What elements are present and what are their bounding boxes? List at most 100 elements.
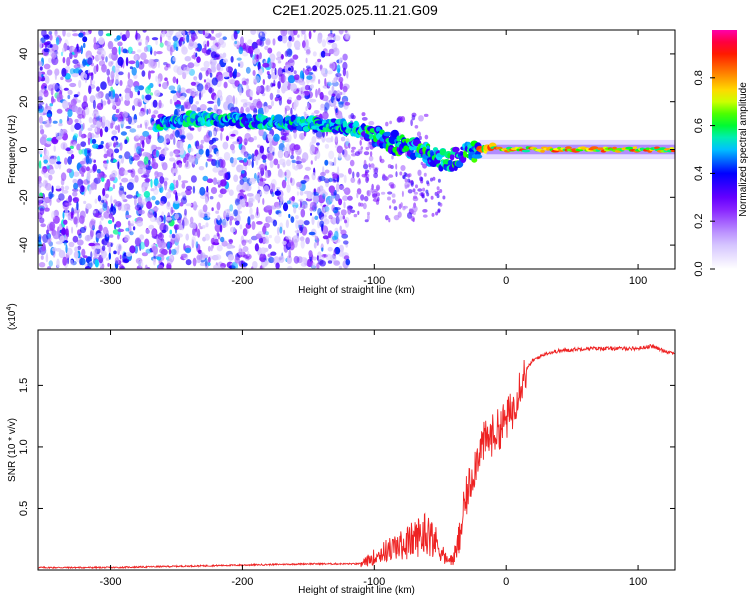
spectrogram-cell <box>277 60 282 64</box>
spectrogram-cell <box>344 219 347 224</box>
spectrogram-cell <box>173 172 176 176</box>
x-tick-label: -300 <box>100 275 122 287</box>
spectrogram-cell <box>185 160 189 168</box>
spectrogram-cell <box>41 74 44 78</box>
spectrogram-cell <box>73 251 79 259</box>
spectrogram-cell <box>214 238 219 244</box>
spectrogram-cell <box>261 154 267 160</box>
spectrogram-cell <box>258 237 264 244</box>
spectrogram-cell <box>88 158 93 165</box>
spectrogram-cell <box>436 190 440 195</box>
spectrogram-cell <box>177 192 181 197</box>
spectrogram-cell <box>333 207 341 211</box>
spectrogram-cell <box>247 159 252 166</box>
spectrogram-cell <box>437 178 441 183</box>
plot-frame <box>37 329 676 571</box>
spectrogram-cell <box>242 262 248 268</box>
spectrogram-cell <box>246 193 254 197</box>
spectrogram-cell <box>239 165 247 170</box>
spectrogram-cell <box>281 240 287 245</box>
spectrogram-cell <box>324 102 330 111</box>
spectrogram-cell <box>62 56 66 64</box>
spectrogram-cell <box>92 116 98 126</box>
y-axis-label: SNR (10 * v/v) <box>7 418 18 482</box>
spectrogram-cell <box>76 211 80 221</box>
spectrogram-cell <box>72 196 80 204</box>
spectrogram-cell <box>102 188 106 197</box>
ridge-cell <box>473 154 483 159</box>
spectrogram-cell <box>385 175 388 181</box>
spectrogram-cell <box>395 171 398 178</box>
spectrogram-cell <box>212 166 220 173</box>
spectrogram-cell <box>350 177 356 184</box>
spectrogram-cell <box>164 65 169 71</box>
spectrogram-cell <box>270 59 275 63</box>
spectrogram-cell <box>73 182 79 190</box>
spectrogram-cell <box>267 133 273 143</box>
spectrogram-cell <box>299 87 305 91</box>
spectrogram-cell <box>85 203 92 210</box>
spectrogram-cell <box>287 75 296 84</box>
spectrogram-cell <box>402 206 406 211</box>
spectrogram-cell <box>291 147 294 156</box>
spectrogram-cell <box>230 56 234 63</box>
spectrogram-cell <box>135 134 141 139</box>
spectrogram-cell <box>44 120 51 128</box>
spectrogram-cell <box>141 186 145 193</box>
spectrogram-cell <box>111 130 118 135</box>
y-tick-label: 1.0 <box>18 439 30 454</box>
spectrogram-cell <box>55 132 58 137</box>
spectrogram-cell <box>185 233 189 241</box>
spectrogram-cell <box>114 114 122 118</box>
spectrogram-cell <box>249 214 255 220</box>
spectrogram-cell <box>219 266 225 269</box>
spectrogram-cell <box>95 127 98 133</box>
spectrogram-cell <box>172 94 178 103</box>
spectrogram-cell <box>159 201 165 206</box>
spectrogram-cell <box>105 93 110 100</box>
spectrogram-cell <box>173 40 179 49</box>
spectrogram-cell <box>385 121 389 127</box>
spectrogram-cell <box>408 208 413 212</box>
spectrogram-cell <box>293 70 297 75</box>
spectrogram-cell <box>288 96 292 101</box>
spectrogram-cell <box>78 167 86 175</box>
spectrogram-cell <box>278 255 285 263</box>
spectrogram-cell <box>204 233 210 241</box>
spectrogram-cell <box>412 188 416 193</box>
spectrogram-cell <box>387 164 392 169</box>
spectrogram-cell <box>288 67 292 71</box>
spectrogram-cell <box>276 51 282 58</box>
spectrogram-cell <box>76 143 81 151</box>
spectrogram-cell <box>207 214 210 219</box>
spectrogram-cell <box>162 82 168 90</box>
spectrogram-cell <box>41 242 46 252</box>
spectrogram-cell <box>327 246 333 252</box>
spectrogram-cell <box>287 148 290 155</box>
spectrogram-cell <box>131 220 135 226</box>
spectrogram-cell <box>169 99 173 105</box>
spectrogram-cell <box>119 204 127 212</box>
spectrogram-cell <box>206 67 212 75</box>
spectrogram-cell <box>175 46 179 51</box>
spectrogram-cell <box>343 201 346 209</box>
spectrogram-cell <box>114 65 120 72</box>
spectrogram-cell <box>269 141 273 152</box>
spectrogram-cell <box>247 250 250 257</box>
ridge-cell <box>463 150 467 158</box>
spectrogram-cell <box>192 222 197 230</box>
spectrogram-cell <box>183 66 191 75</box>
spectrogram-cell <box>249 89 254 98</box>
spectrogram-cell <box>39 124 44 130</box>
spectrogram-cell <box>66 168 72 173</box>
spectrogram-cell <box>103 162 108 169</box>
spectrogram-cell <box>107 219 113 225</box>
spectrogram-cell <box>168 63 172 69</box>
colorbar-gradient <box>712 30 737 269</box>
spectrogram-cell <box>406 184 410 188</box>
spectrogram-cell <box>151 195 156 201</box>
spectrogram-cell <box>335 183 340 193</box>
spectrogram-cell <box>92 163 98 172</box>
spectrogram-cell <box>134 175 139 183</box>
spectrogram-cell <box>185 203 193 207</box>
